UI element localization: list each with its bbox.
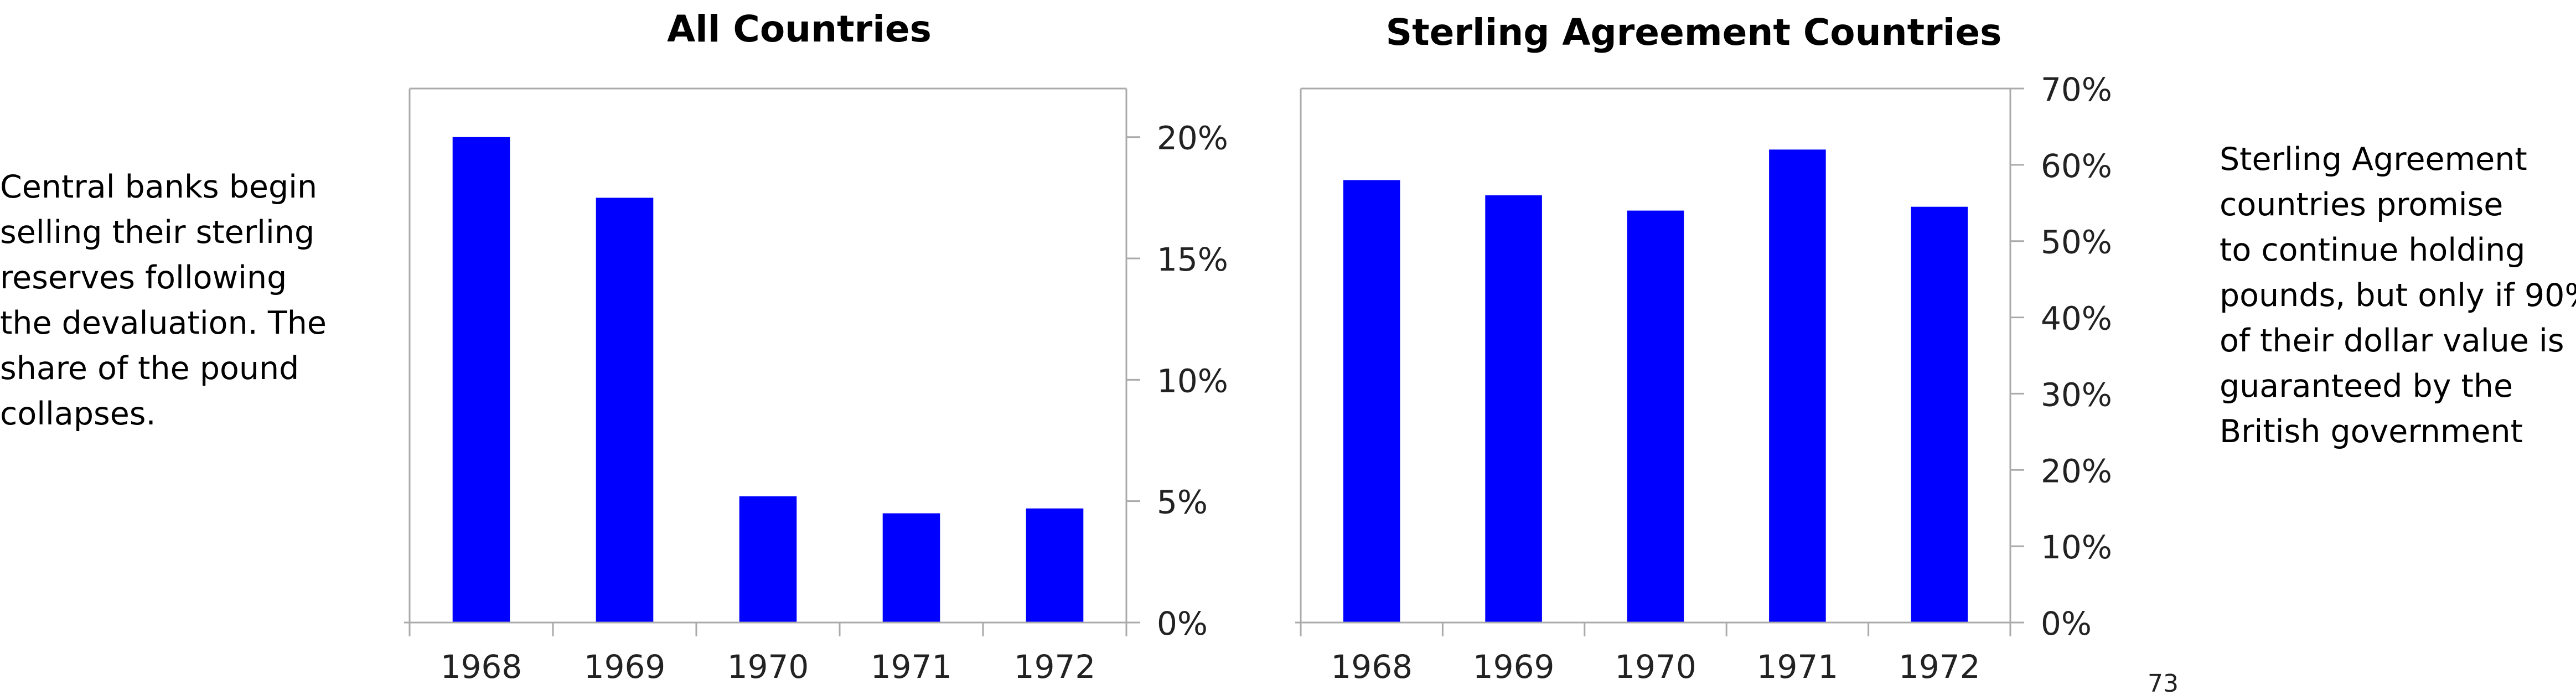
y-tick-label: 30% (2041, 376, 2112, 413)
bar-1968 (1343, 180, 1400, 623)
right-annotation-line: to continue holding (2220, 232, 2526, 268)
bar-1971 (1769, 149, 1826, 623)
x-tick-label: 1968 (1331, 648, 1413, 686)
x-tick-label: 1972 (1014, 648, 1096, 686)
left-annotation-line: share of the pound (0, 350, 299, 387)
x-tick-label: 1970 (727, 648, 809, 686)
right-annotation: Sterling Agreement countries promise to … (2220, 137, 2576, 454)
x-tick-label: 1969 (1473, 648, 1555, 686)
chart-title-sterling-agreement: Sterling Agreement Countries (1385, 11, 2002, 54)
y-tick-label: 0% (2041, 605, 2092, 642)
y-tick-label: 70% (2041, 71, 2112, 108)
x-tick-label: 1971 (1757, 648, 1839, 686)
right-annotation-line: British government (2220, 413, 2523, 450)
y-tick-label: 40% (2041, 300, 2112, 338)
y-tick-label: 0% (1157, 605, 1208, 642)
right-annotation-line: pounds, but only if 90% (2220, 277, 2576, 314)
right-annotation-line: of their dollar value is (2220, 323, 2564, 359)
y-tick-label: 60% (2041, 147, 2112, 185)
x-tick-label: 1968 (441, 648, 523, 686)
right-annotation-line: Sterling Agreement (2220, 141, 2527, 178)
x-tick-label: 1970 (1615, 648, 1696, 686)
y-tick-label: 20% (1157, 120, 1228, 157)
bar-1971 (882, 513, 940, 623)
left-annotation-line: Central banks begin (0, 169, 318, 205)
bar-1972 (1026, 508, 1084, 623)
left-annotation: Central banks begin selling their sterli… (0, 164, 327, 437)
bar-1972 (1911, 206, 1968, 623)
y-tick-label: 10% (2041, 528, 2112, 566)
y-tick-label: 5% (1157, 484, 1208, 521)
y-tick-label: 15% (1157, 241, 1228, 278)
left-annotation-line: selling their sterling (0, 214, 315, 251)
chart-all-countries: 1968 1969 1970 1971 1972 0% 5% 10% 15% 20% (404, 87, 1228, 686)
bar-1970 (739, 496, 797, 623)
x-tick-label: 1972 (1899, 648, 1980, 686)
x-tick-label: 1971 (871, 648, 953, 686)
bar-1968 (452, 137, 510, 623)
left-annotation-line: collapses. (0, 396, 156, 432)
x-tick-label: 1969 (584, 648, 666, 686)
right-annotation-line: guaranteed by the (2220, 368, 2513, 405)
bar-1970 (1627, 210, 1684, 623)
page-number: 73 (2148, 670, 2179, 698)
bar-1969 (596, 198, 654, 623)
right-annotation-line: countries promise (2220, 186, 2503, 223)
y-tick-label: 10% (1157, 362, 1228, 400)
chart-sterling-agreement: 1968 1969 1970 1971 1972 0% 10% 20% 30% 40% 50% 60%… (1295, 71, 2112, 686)
y-tick-label: 50% (2041, 224, 2112, 261)
y-tick-label: 20% (2041, 452, 2112, 490)
chart-title-all-countries: All Countries (667, 8, 932, 50)
bar-1969 (1485, 195, 1542, 623)
left-annotation-line: the devaluation. The (0, 305, 327, 341)
left-annotation-line: reserves following (0, 260, 287, 296)
